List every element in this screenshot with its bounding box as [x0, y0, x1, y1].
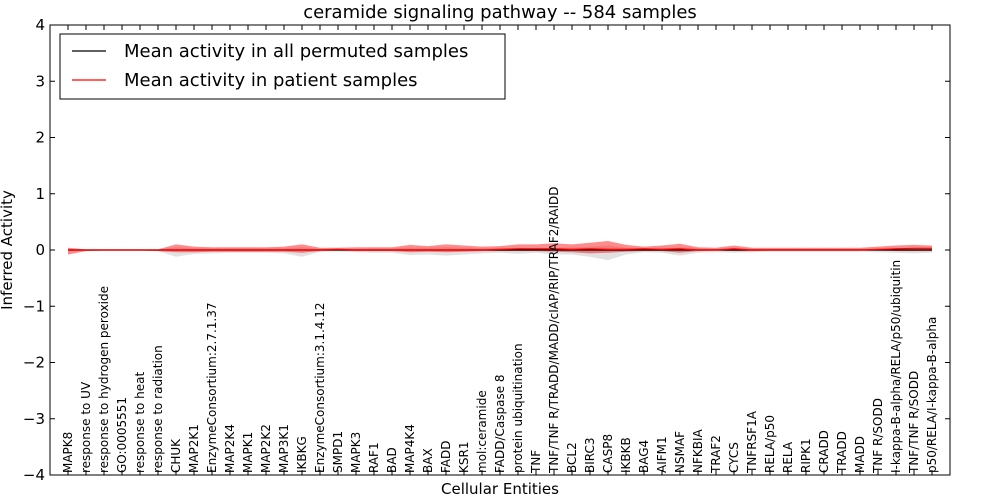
y-tick-label: 0	[35, 241, 45, 259]
x-tick-label: CASP8	[601, 434, 615, 473]
x-tick-label: TNFRSF1A	[745, 410, 759, 474]
legend: Mean activity in all permuted samples Me…	[59, 33, 506, 100]
plot-frame	[49, 24, 951, 476]
x-tick-label: EnzymeConsortium:2.7.1.37	[205, 302, 219, 473]
x-tick-label: MAPK1	[241, 432, 255, 473]
x-tick-label: TRAF2	[709, 435, 723, 474]
legend-label-permuted: Mean activity in all permuted samples	[124, 41, 468, 62]
x-tick-label: SMPD1	[331, 431, 345, 473]
y-tick-label: 1	[35, 185, 45, 203]
x-tick-label: MAP4K4	[403, 424, 417, 473]
x-tick-label: TRADD	[835, 431, 849, 474]
series-band-0	[68, 245, 932, 261]
x-tick-label: mol:ceramide	[475, 390, 489, 473]
y-ticks: 4 3 2 1 0 −1 −2 −3 −4	[23, 16, 950, 484]
y-tick-label: −3	[23, 410, 45, 428]
x-tick-label: response to hydrogen peroxide	[97, 286, 111, 473]
x-tick-label: RELA/p50	[763, 415, 777, 473]
x-tick-label: AIFM1	[655, 436, 669, 473]
x-tick-label: KSR1	[457, 442, 471, 473]
x-tick-label: RAF1	[367, 442, 381, 473]
x-tick-label: CRADD	[817, 430, 831, 473]
x-tick-label: MAP2K4	[223, 424, 237, 473]
series-band-1	[68, 241, 932, 255]
x-tick-label: protein ubiquitination	[511, 343, 525, 473]
x-tick-label: MAPK8	[61, 432, 75, 473]
legend-label-patient: Mean activity in patient samples	[124, 70, 418, 91]
series-lines	[68, 247, 932, 251]
legend-box	[59, 33, 506, 100]
x-tick-label: BAD	[385, 447, 399, 473]
x-tick-label: TNF	[529, 450, 543, 474]
x-tick-label: TNF/TNF R/SODD	[907, 371, 921, 474]
x-tick-label: NSMAF	[673, 431, 687, 473]
x-tick-label: BCL2	[565, 442, 579, 473]
x-tick-label: TNF R/SODD	[871, 398, 885, 474]
x-tick-label: CYCS	[727, 442, 741, 473]
series-line-1	[68, 247, 932, 251]
x-tick-label: IKBKG	[295, 436, 309, 473]
x-tick-label: MADD	[853, 436, 867, 473]
x-tick-label: IKBKB	[619, 437, 633, 473]
x-tick-label: response to UV	[79, 381, 93, 473]
x-tick-label: BAG4	[637, 440, 651, 473]
y-axis-label: Inferred Activity	[0, 190, 16, 310]
x-ticks: MAPK8 response to UV response to hydrogen …	[61, 25, 939, 475]
x-tick-label: BAX	[421, 448, 435, 473]
x-tick-label: FADD	[439, 441, 453, 474]
y-tick-label: 3	[35, 72, 45, 90]
y-tick-label: −4	[23, 466, 45, 484]
x-tick-label: FADD/Caspase 8	[493, 374, 507, 473]
x-tick-label: MAP2K1	[187, 424, 201, 473]
chart-title: ceramide signaling pathway -- 584 sample…	[303, 2, 697, 23]
x-tick-label: RIPK1	[799, 438, 813, 473]
x-tick-label: EnzymeConsortium:3.1.4.12	[313, 302, 327, 473]
y-tick-label: 2	[35, 129, 45, 147]
x-tick-label: CHUK	[169, 438, 183, 473]
x-tick-label: TNF/TNF R/TRADD/MADD/cIAP/RIP/TRAF2/RAID…	[547, 187, 561, 475]
x-tick-label: response to radiation	[151, 345, 165, 473]
y-tick-label: −2	[23, 354, 45, 372]
y-tick-label: 4	[35, 16, 45, 34]
x-tick-label: MAPK3	[349, 432, 363, 473]
x-axis-label: Cellular Entities	[441, 480, 559, 498]
x-tick-label: BIRC3	[583, 437, 597, 473]
x-tick-label: MAP2K2	[259, 424, 273, 473]
x-tick-label: RELA	[781, 441, 795, 473]
x-tick-label: NFKBIA	[691, 428, 705, 473]
x-tick-label: I-kappa-B-alpha/RELA/p50/ubiquitin	[889, 260, 903, 473]
y-tick-label: −1	[23, 297, 45, 315]
x-tick-label: MAP3K1	[277, 424, 291, 473]
x-tick-label: response to heat	[133, 371, 147, 473]
x-tick-label: GO:0005551	[115, 397, 129, 473]
x-tick-label: p50/RELA/I-kappa-B-alpha	[925, 317, 939, 473]
confidence-bands	[68, 241, 932, 261]
